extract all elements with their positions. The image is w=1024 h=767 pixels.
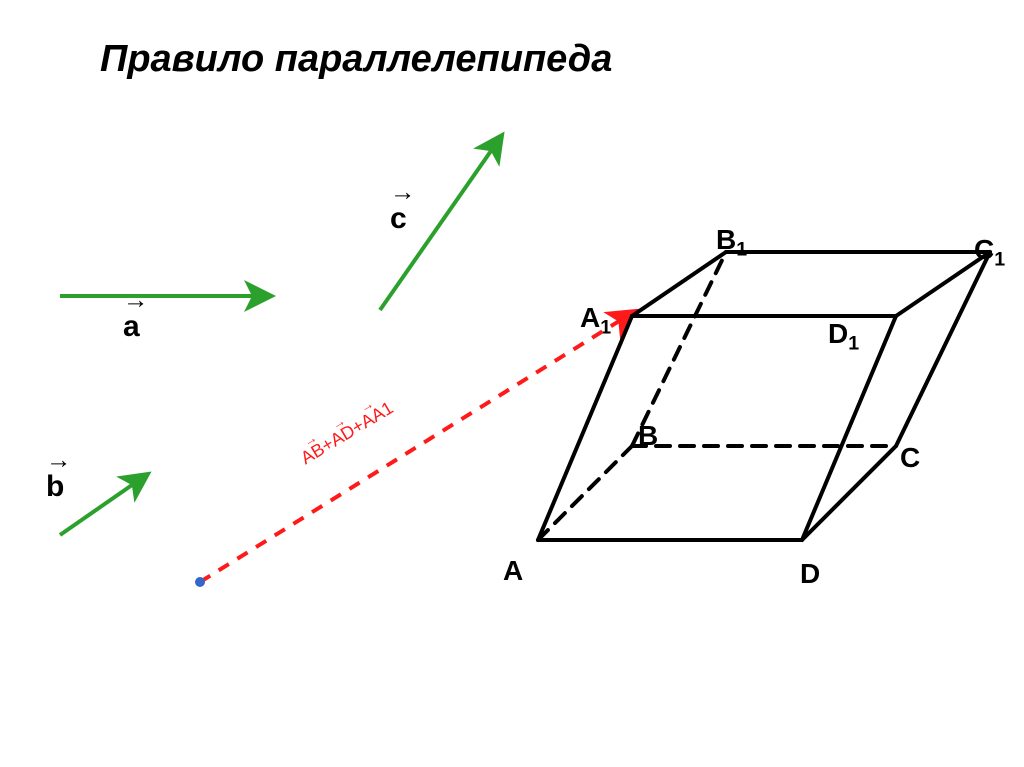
start-point-dot (195, 577, 205, 587)
vector-b (60, 476, 145, 535)
vector-c (380, 138, 500, 310)
diagonal-label: → → → AB+AD+AA1 (292, 389, 397, 469)
parallelepiped-solid-edges (538, 252, 990, 540)
parallelepiped-hidden-edges (538, 252, 896, 540)
diagram-svg: → → → AB+AD+AA1 (0, 0, 1024, 767)
